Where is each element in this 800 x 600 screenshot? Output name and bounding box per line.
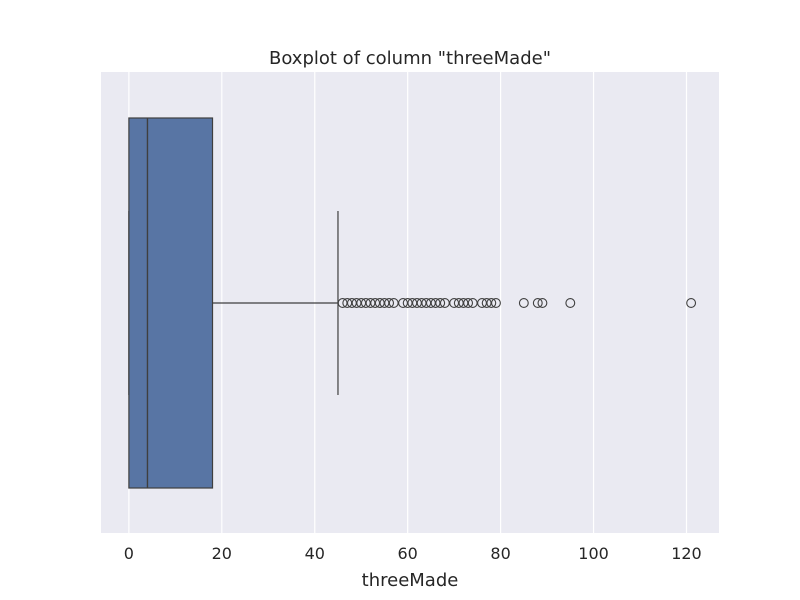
x-tick-label-60: 60	[397, 544, 417, 563]
x-tick-label-40: 40	[305, 544, 325, 563]
outlier-points	[337, 298, 697, 308]
outlier-point-31	[518, 298, 529, 308]
x-tick-label-80: 80	[490, 544, 510, 563]
outlier-point-33	[537, 298, 548, 308]
x-tick-label-120: 120	[671, 544, 702, 563]
x-axis-ticks: 0 20 40 60 80 100 120	[124, 544, 702, 563]
chart-title: Boxplot of column "threeMade"	[269, 48, 551, 69]
x-tick-label-0: 0	[124, 544, 134, 563]
x-tick-label-100: 100	[578, 544, 609, 563]
outlier-point-20	[435, 298, 446, 308]
outlier-point-30	[491, 298, 501, 308]
box-plot	[128, 117, 339, 489]
outlier-point-32	[532, 298, 543, 308]
x-tick-label-20: 20	[212, 544, 232, 563]
outlier-point-29	[486, 298, 497, 308]
outlier-point-10	[384, 298, 395, 308]
outlier-point-34	[565, 298, 576, 308]
outlier-point-25	[463, 298, 474, 308]
x-axis-label: threeMade	[362, 570, 459, 591]
iqr-box	[128, 117, 214, 489]
outlier-point-35	[686, 298, 697, 308]
